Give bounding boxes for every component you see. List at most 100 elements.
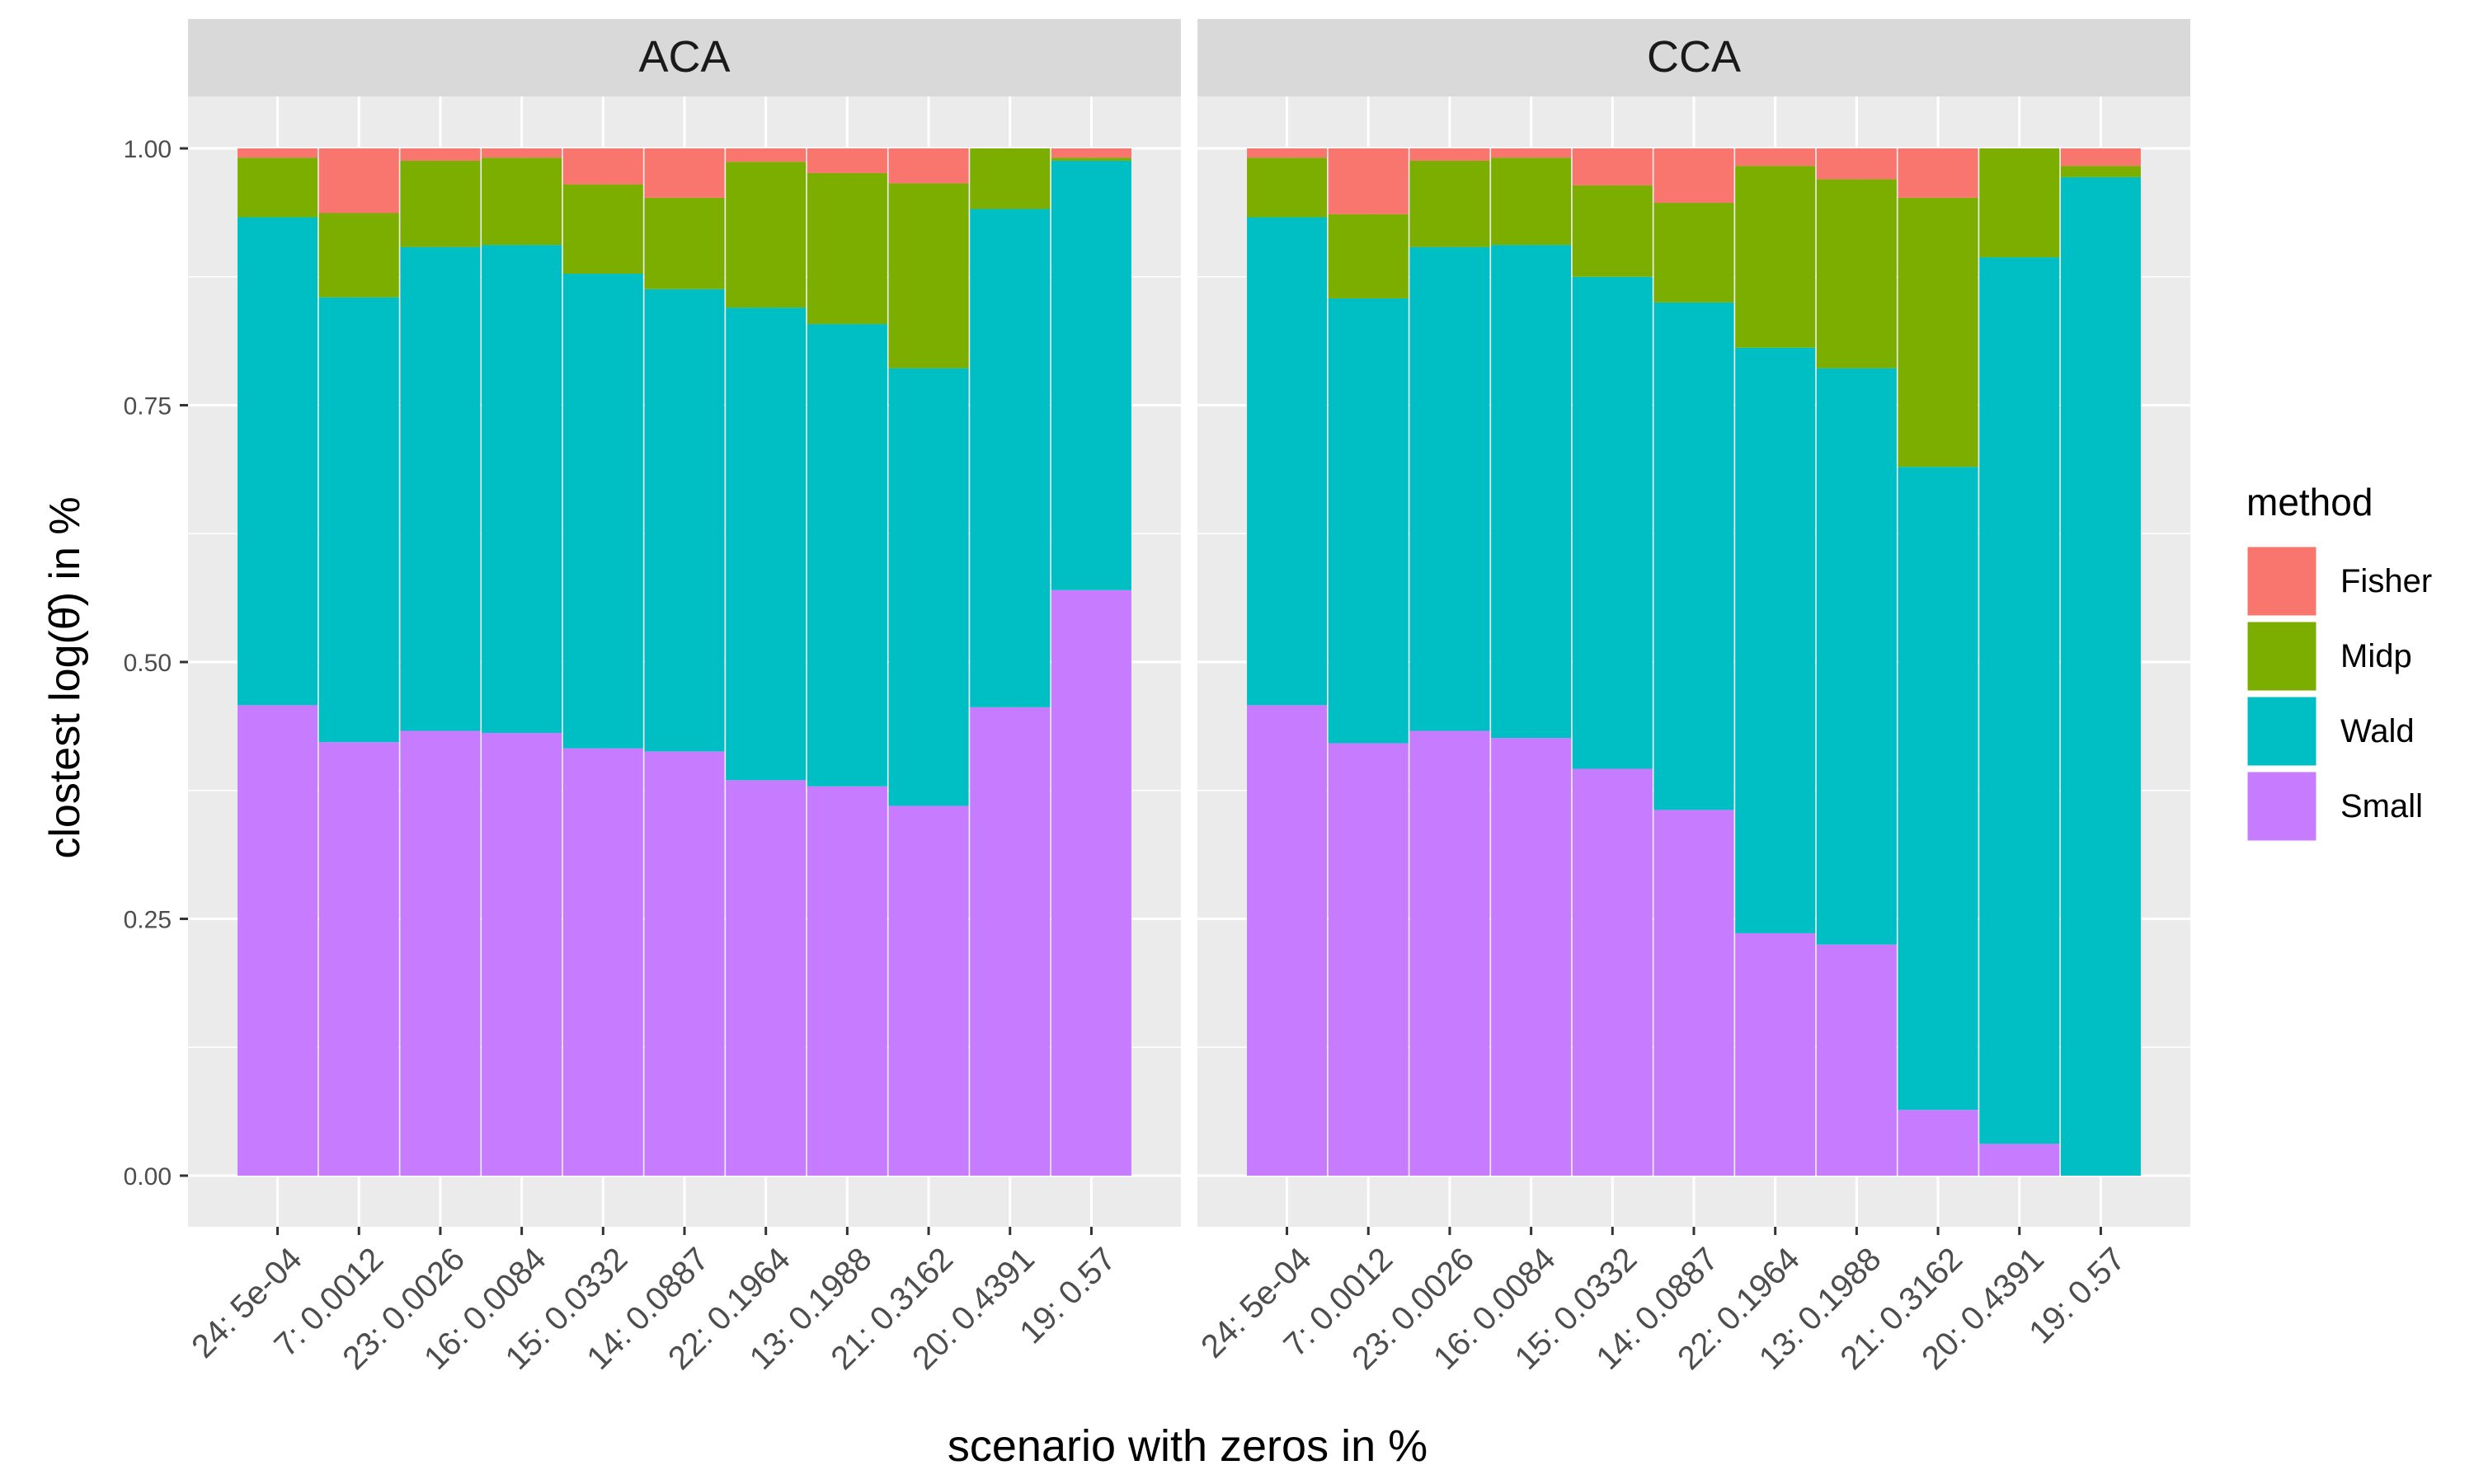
bar-segment-wald xyxy=(562,274,643,749)
legend-title: method xyxy=(2246,481,2373,524)
bar-segment-wald xyxy=(1898,467,1978,1111)
bar-segment-small xyxy=(1979,1144,2060,1176)
legend: method Fisher Midp Wald Small xyxy=(2245,481,2432,843)
bar-segment-midp xyxy=(400,160,481,247)
bar-segment-wald xyxy=(1409,247,1490,731)
legend-key-midp xyxy=(2245,619,2319,693)
legend-label-fisher: Fisher xyxy=(2340,563,2432,599)
bar-segment-small xyxy=(1898,1110,1978,1176)
bar-segment-midp xyxy=(1051,157,1131,161)
bar-segment-wald xyxy=(970,209,1051,707)
bar-segment-wald xyxy=(1247,217,1328,706)
bar-segment-midp xyxy=(2060,166,2141,177)
bar-segment-wald xyxy=(888,368,969,806)
bar-segment-wald xyxy=(482,245,562,733)
bar-segment-fisher xyxy=(318,148,399,214)
bar-segment-midp xyxy=(1572,185,1653,277)
bar-segment-midp xyxy=(807,172,887,325)
bar-segment-midp xyxy=(1491,157,1572,246)
bar-segment-fisher xyxy=(1491,148,1572,158)
bar-segment-small xyxy=(1653,810,1734,1176)
bar-segment-wald xyxy=(1328,298,1409,744)
legend-key-fisher xyxy=(2245,544,2319,618)
bar-segment-midp xyxy=(1816,179,1897,369)
bar-segment-small xyxy=(644,751,725,1176)
bar-segment-fisher xyxy=(644,148,725,198)
bar-segment-small xyxy=(1409,730,1490,1176)
bar-segment-fisher xyxy=(238,148,318,158)
bar-segment-small xyxy=(238,705,318,1176)
facet-strip xyxy=(1197,19,2190,96)
facet-strip-label: ACA xyxy=(638,32,730,82)
legend-label-small: Small xyxy=(2340,788,2423,824)
y-axis: 0.00 0.25 0.50 0.75 1.00 xyxy=(124,136,188,1190)
bar-segment-midp xyxy=(238,157,318,218)
bar-segment-small xyxy=(400,730,481,1176)
y-tick-label: 0.25 xyxy=(124,907,172,934)
bar-segment-wald xyxy=(1051,160,1131,590)
bar-segment-wald xyxy=(238,217,318,706)
y-tick-label: 0.50 xyxy=(124,650,172,677)
facet-strip xyxy=(188,19,1181,96)
bar-segment-midp xyxy=(1735,166,1816,348)
bar-segment-wald xyxy=(318,297,399,743)
x-axis-title: scenario with zeros in % xyxy=(948,1421,1427,1471)
bar-segment-fisher xyxy=(888,148,969,184)
bar-segment-small xyxy=(1572,768,1653,1176)
bar-segment-fisher xyxy=(726,148,807,162)
bar-segment-small xyxy=(726,780,807,1176)
y-tick-label: 0.75 xyxy=(124,393,172,420)
facet-strip-label: CCA xyxy=(1647,32,1741,82)
bar-segment-fisher xyxy=(1816,148,1897,180)
bar-segment-wald xyxy=(1653,302,1734,810)
legend-key-small xyxy=(2245,769,2319,843)
legend-label-midp: Midp xyxy=(2340,638,2412,674)
bar-segment-wald xyxy=(726,308,807,781)
bar-segment-midp xyxy=(1409,160,1490,247)
bar-segment-small xyxy=(318,742,399,1176)
bar-segment-wald xyxy=(1979,257,2060,1144)
bar-segment-wald xyxy=(644,289,725,752)
bar-segment-midp xyxy=(1328,214,1409,298)
bar-segment-midp xyxy=(644,197,725,289)
legend-key-wald xyxy=(2245,694,2319,768)
bar-segment-fisher xyxy=(1409,148,1490,161)
bar-segment-midp xyxy=(1979,148,2060,258)
bar-segment-small xyxy=(970,707,1051,1176)
bar-segment-small xyxy=(1735,932,1816,1176)
bar-segment-fisher xyxy=(1328,148,1409,214)
bar-segment-fisher xyxy=(482,148,562,158)
bar-segment-fisher xyxy=(1653,148,1734,204)
bar-segment-midp xyxy=(726,162,807,308)
bar-segment-small xyxy=(1816,944,1897,1176)
bar-segment-fisher xyxy=(1051,148,1131,158)
bar-segment-fisher xyxy=(1735,148,1816,167)
bar-segment-wald xyxy=(1816,368,1897,945)
bar-segment-small xyxy=(562,748,643,1176)
bar-segment-midp xyxy=(1653,203,1734,303)
bar-segment-fisher xyxy=(1898,148,1978,198)
legend-label-wald: Wald xyxy=(2340,713,2415,749)
y-tick-label: 1.00 xyxy=(124,136,172,163)
bar-segment-fisher xyxy=(562,148,643,185)
bar-segment-small xyxy=(1051,589,1131,1176)
bar-segment-wald xyxy=(807,324,887,787)
bar-segment-small xyxy=(1247,705,1328,1176)
bar-segment-small xyxy=(807,786,887,1176)
bar-segment-small xyxy=(888,805,969,1176)
bar-segment-wald xyxy=(1735,347,1816,933)
bar-segment-midp xyxy=(1247,157,1328,218)
bar-segment-midp xyxy=(1898,197,1978,467)
bar-segment-small xyxy=(482,732,562,1176)
bar-segment-midp xyxy=(970,148,1051,209)
bar-segment-small xyxy=(1491,738,1572,1176)
y-axis-title: clostest log(θ̂) in % xyxy=(41,496,89,858)
bar-segment-wald xyxy=(400,247,481,731)
bar-segment-fisher xyxy=(400,148,481,161)
bar-segment-fisher xyxy=(2060,148,2141,167)
bar-segment-fisher xyxy=(807,148,887,173)
